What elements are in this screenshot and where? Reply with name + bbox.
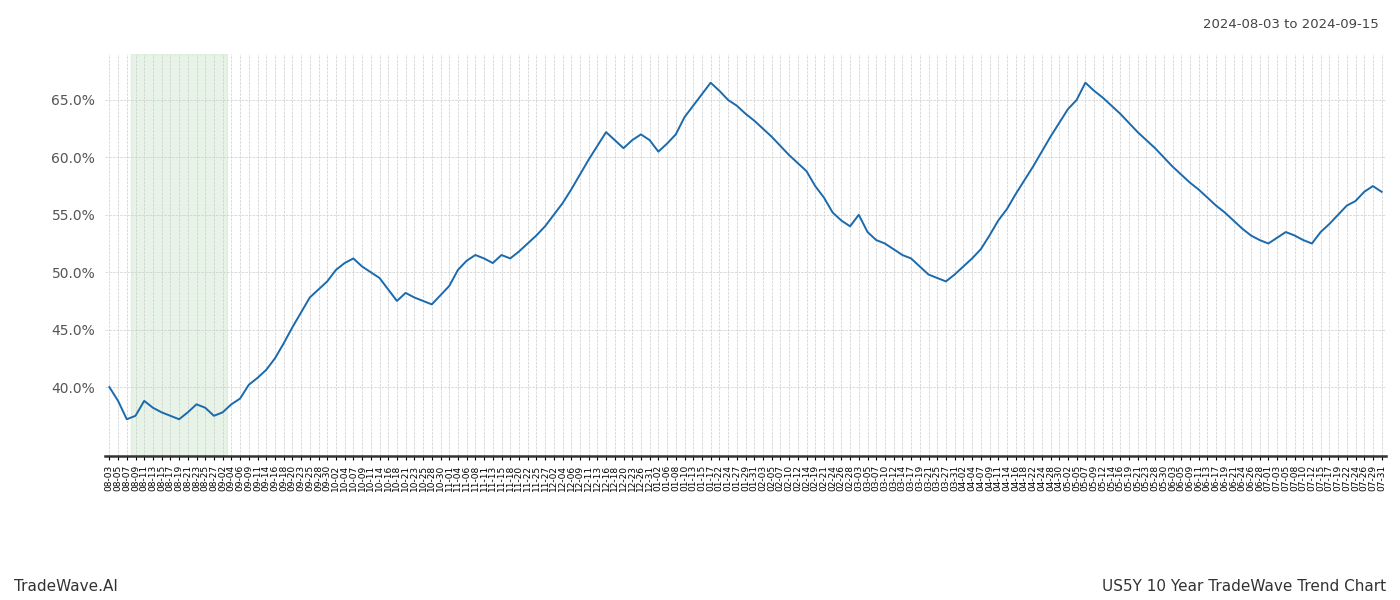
Text: TradeWave.AI: TradeWave.AI	[14, 579, 118, 594]
Bar	[132, 54, 227, 456]
Text: US5Y 10 Year TradeWave Trend Chart: US5Y 10 Year TradeWave Trend Chart	[1102, 579, 1386, 594]
Text: 2024-08-03 to 2024-09-15: 2024-08-03 to 2024-09-15	[1203, 18, 1379, 31]
